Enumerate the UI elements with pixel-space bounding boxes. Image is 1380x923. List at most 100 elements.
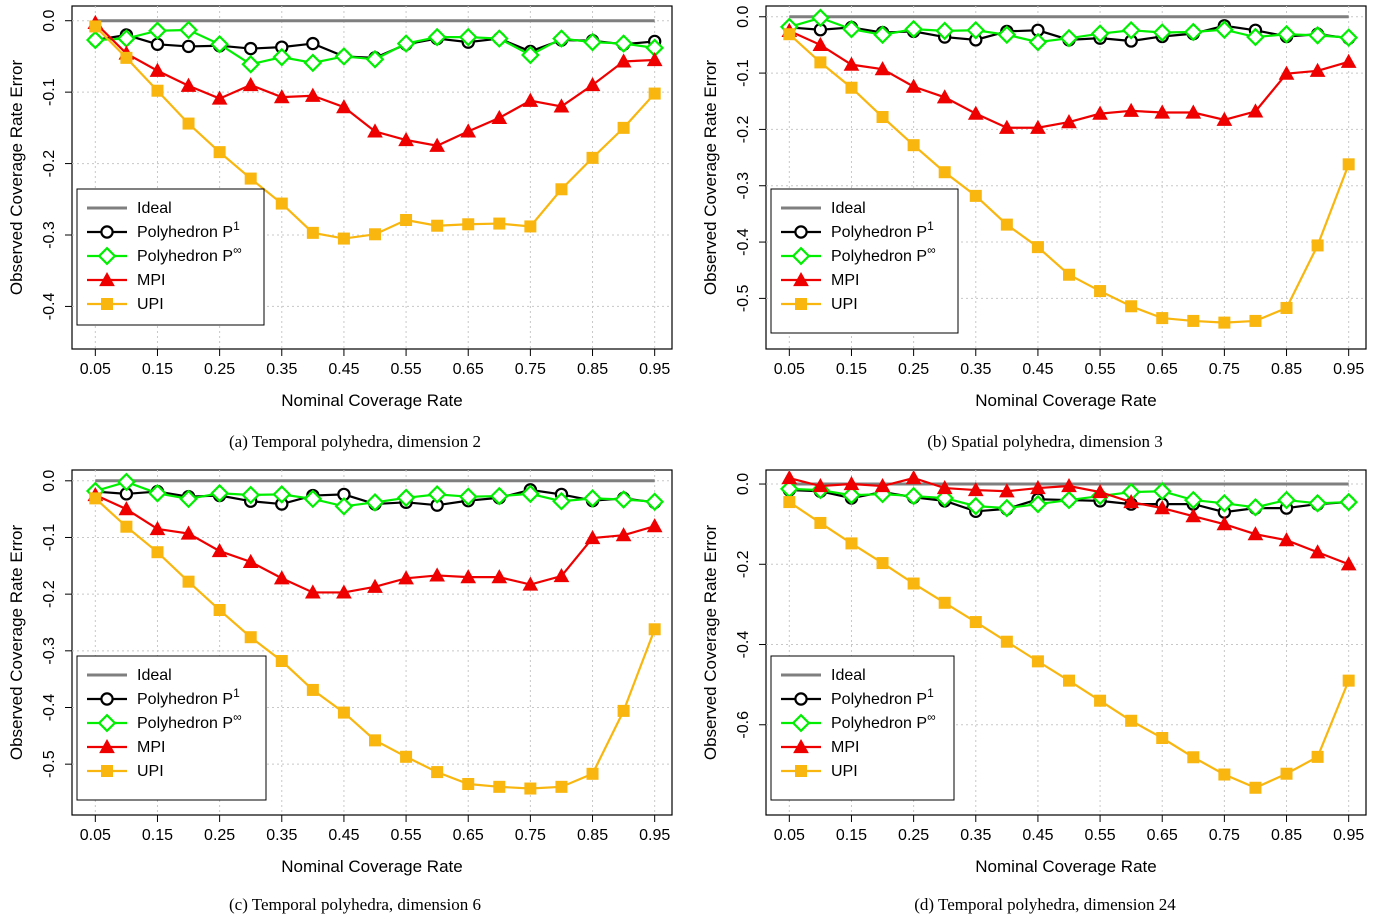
data-point <box>1340 53 1357 68</box>
data-point <box>1061 478 1077 493</box>
data-point <box>1092 484 1108 499</box>
data-point <box>493 217 506 230</box>
data-point <box>306 226 319 239</box>
x-tick-label: 0.45 <box>328 827 359 844</box>
data-point <box>400 214 413 226</box>
legend-item-polyhedron-p1: Polyhedron P1 <box>781 686 934 708</box>
data-point <box>1215 20 1234 40</box>
legend-marker <box>100 692 114 706</box>
data-point <box>429 137 446 152</box>
data-point <box>1246 27 1265 47</box>
data-point <box>1249 781 1262 794</box>
y-tick-label: -0.1 <box>41 78 58 106</box>
data-point <box>966 496 986 516</box>
data-point <box>907 139 920 152</box>
legend-label: UPI <box>831 763 858 780</box>
data-point <box>179 20 198 40</box>
legend-superscript: 1 <box>927 219 934 233</box>
data-point <box>491 569 508 584</box>
y-tick-label: 0.0 <box>735 473 752 495</box>
data-point <box>275 655 288 668</box>
panel-a: 0.05 0.15 0.25 0.35 0.45 0.55 0.65 0.75 0.85 0.95… <box>7 5 673 451</box>
legend-item-ideal: Ideal <box>87 200 172 217</box>
y-tick-label: -0.4 <box>41 293 58 321</box>
data-point <box>967 105 984 120</box>
data-point <box>1187 751 1200 764</box>
data-point <box>273 570 290 585</box>
x-tick-label: 0.35 <box>266 361 297 378</box>
legend-marker <box>99 271 115 287</box>
data-point <box>1187 314 1200 327</box>
legend-item-mpi: MPI <box>87 738 165 756</box>
legend-label: Ideal <box>831 200 866 217</box>
data-point <box>1156 312 1169 325</box>
data-point <box>242 76 259 92</box>
x-tick-label: 0.15 <box>836 361 867 378</box>
data-point <box>148 483 167 503</box>
data-point <box>648 87 661 100</box>
x-tick-label: 0.55 <box>1085 827 1116 844</box>
data-point <box>645 492 665 512</box>
data-point <box>997 25 1017 45</box>
y-tick-label: -0.3 <box>41 221 58 249</box>
legend-superscript: ∞ <box>927 710 936 724</box>
data-point <box>524 220 537 233</box>
data-point <box>213 146 226 159</box>
x-tick-label: 0.55 <box>1085 361 1116 378</box>
data-point <box>398 131 414 147</box>
panel-caption: (b) Spatial polyhedra, dimension 3 <box>927 432 1163 451</box>
legend-item-polyhedron-pinf: Polyhedron P∞ <box>87 710 242 733</box>
legend-item-upi: UPI <box>781 763 858 780</box>
x-tick-label: 0.45 <box>1022 827 1053 844</box>
data-point <box>1059 490 1079 510</box>
y-axis-label: Observed Coverage Rate Error <box>701 60 720 296</box>
legend-marker <box>101 298 113 310</box>
legend-label: Ideal <box>137 200 172 217</box>
data-point <box>997 498 1017 518</box>
data-point <box>179 489 198 509</box>
data-point <box>1156 732 1169 745</box>
legend-label: MPI <box>137 739 165 756</box>
legend-superscript: 1 <box>927 686 934 700</box>
x-tick-label: 0.95 <box>1333 827 1364 844</box>
data-point <box>1278 532 1295 547</box>
data-point <box>1061 114 1077 129</box>
data-point <box>1063 674 1075 687</box>
y-axis-label: Observed Coverage Rate Error <box>701 525 720 761</box>
data-point <box>241 485 261 505</box>
legend-label: Polyhedron P∞ <box>831 710 936 732</box>
series-upi <box>89 492 661 795</box>
plot-frame <box>765 469 1367 816</box>
legend-marker <box>794 225 808 239</box>
legend-label: UPI <box>137 296 164 313</box>
data-point <box>1309 544 1326 559</box>
data-point <box>1125 300 1138 313</box>
data-point <box>936 480 953 495</box>
legend-item-upi: UPI <box>87 763 164 780</box>
x-tick-label: 0.75 <box>515 827 546 844</box>
data-point <box>1277 24 1296 44</box>
x-axis-label: Nominal Coverage Rate <box>975 391 1156 410</box>
data-point <box>213 604 226 617</box>
data-point <box>524 782 537 795</box>
y-tick-label: -0.5 <box>41 750 58 778</box>
data-point <box>431 219 444 232</box>
x-tick-label: 0.05 <box>80 827 111 844</box>
plot-frame <box>71 469 673 816</box>
data-point <box>521 484 540 504</box>
data-point <box>583 32 602 52</box>
data-point <box>1121 20 1141 40</box>
data-point <box>845 537 858 550</box>
data-point <box>583 489 602 508</box>
panel-c: 0.05 0.15 0.25 0.35 0.45 0.55 0.65 0.75 0.85 0.95… <box>7 469 673 914</box>
data-point <box>1030 480 1046 495</box>
data-point <box>149 520 166 536</box>
data-point <box>1247 526 1264 541</box>
data-point <box>1246 497 1265 517</box>
x-tick-label: 0.25 <box>204 361 235 378</box>
data-point <box>938 166 951 179</box>
data-point <box>427 27 447 47</box>
data-point <box>998 483 1015 498</box>
legend-item-ideal: Ideal <box>87 667 172 684</box>
